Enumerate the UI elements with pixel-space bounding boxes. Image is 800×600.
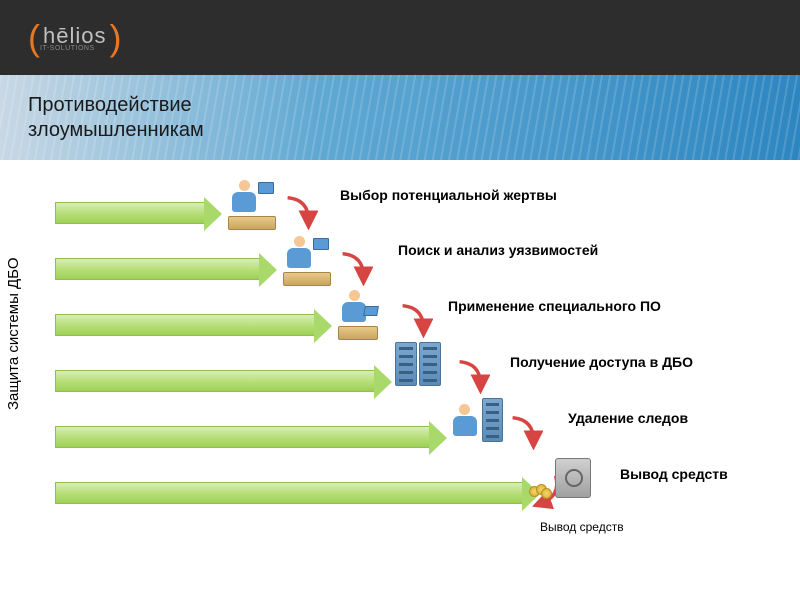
bottom-label: Вывод средств: [540, 520, 624, 534]
vertical-axis-label: Защита системы ДБО: [5, 257, 22, 410]
step-icon-1: [228, 180, 280, 232]
defense-arrow-1: [55, 202, 205, 224]
step-icon-5: [451, 398, 503, 450]
title-line-1: Противодействие: [28, 94, 192, 116]
step-label-6: Вывод средств: [620, 466, 728, 482]
attack-arrow-4: [452, 356, 490, 394]
step-icon-4: [395, 342, 447, 394]
step-label-4: Получение доступа в ДБО: [510, 354, 693, 370]
attack-arrow-2: [335, 248, 373, 286]
title-line-2: злоумышленникам: [28, 119, 204, 141]
defense-arrow-3: [55, 314, 315, 336]
diagram-area: Защита системы ДБО Выбор потенциальной ж…: [0, 160, 800, 600]
attack-arrow-3: [395, 300, 433, 338]
step-label-1: Выбор потенциальной жертвы: [340, 187, 557, 203]
attack-arrow-5: [505, 412, 543, 450]
defense-arrow-5: [55, 426, 430, 448]
logo: hēlios IT-SOLUTIONS: [40, 23, 109, 52]
step-icon-2: [283, 236, 335, 288]
top-bar: ( hēlios IT-SOLUTIONS ): [0, 0, 800, 75]
title-banner: Противодействие злоумышленникам: [0, 75, 800, 160]
step-icon-3: [338, 290, 390, 342]
defense-arrow-6: [55, 482, 523, 504]
step-label-5: Удаление следов: [568, 410, 688, 426]
logo-bracket-left: (: [28, 17, 40, 59]
logo-bracket-right: ): [109, 17, 121, 59]
defense-arrow-4: [55, 370, 375, 392]
page-title: Противодействие злоумышленникам: [28, 93, 204, 143]
attack-arrow-1: [280, 192, 318, 230]
step-icon-6: [555, 458, 607, 510]
step-label-2: Поиск и анализ уязвимостей: [398, 242, 598, 258]
defense-arrow-2: [55, 258, 260, 280]
step-label-3: Применение специального ПО: [448, 298, 661, 314]
